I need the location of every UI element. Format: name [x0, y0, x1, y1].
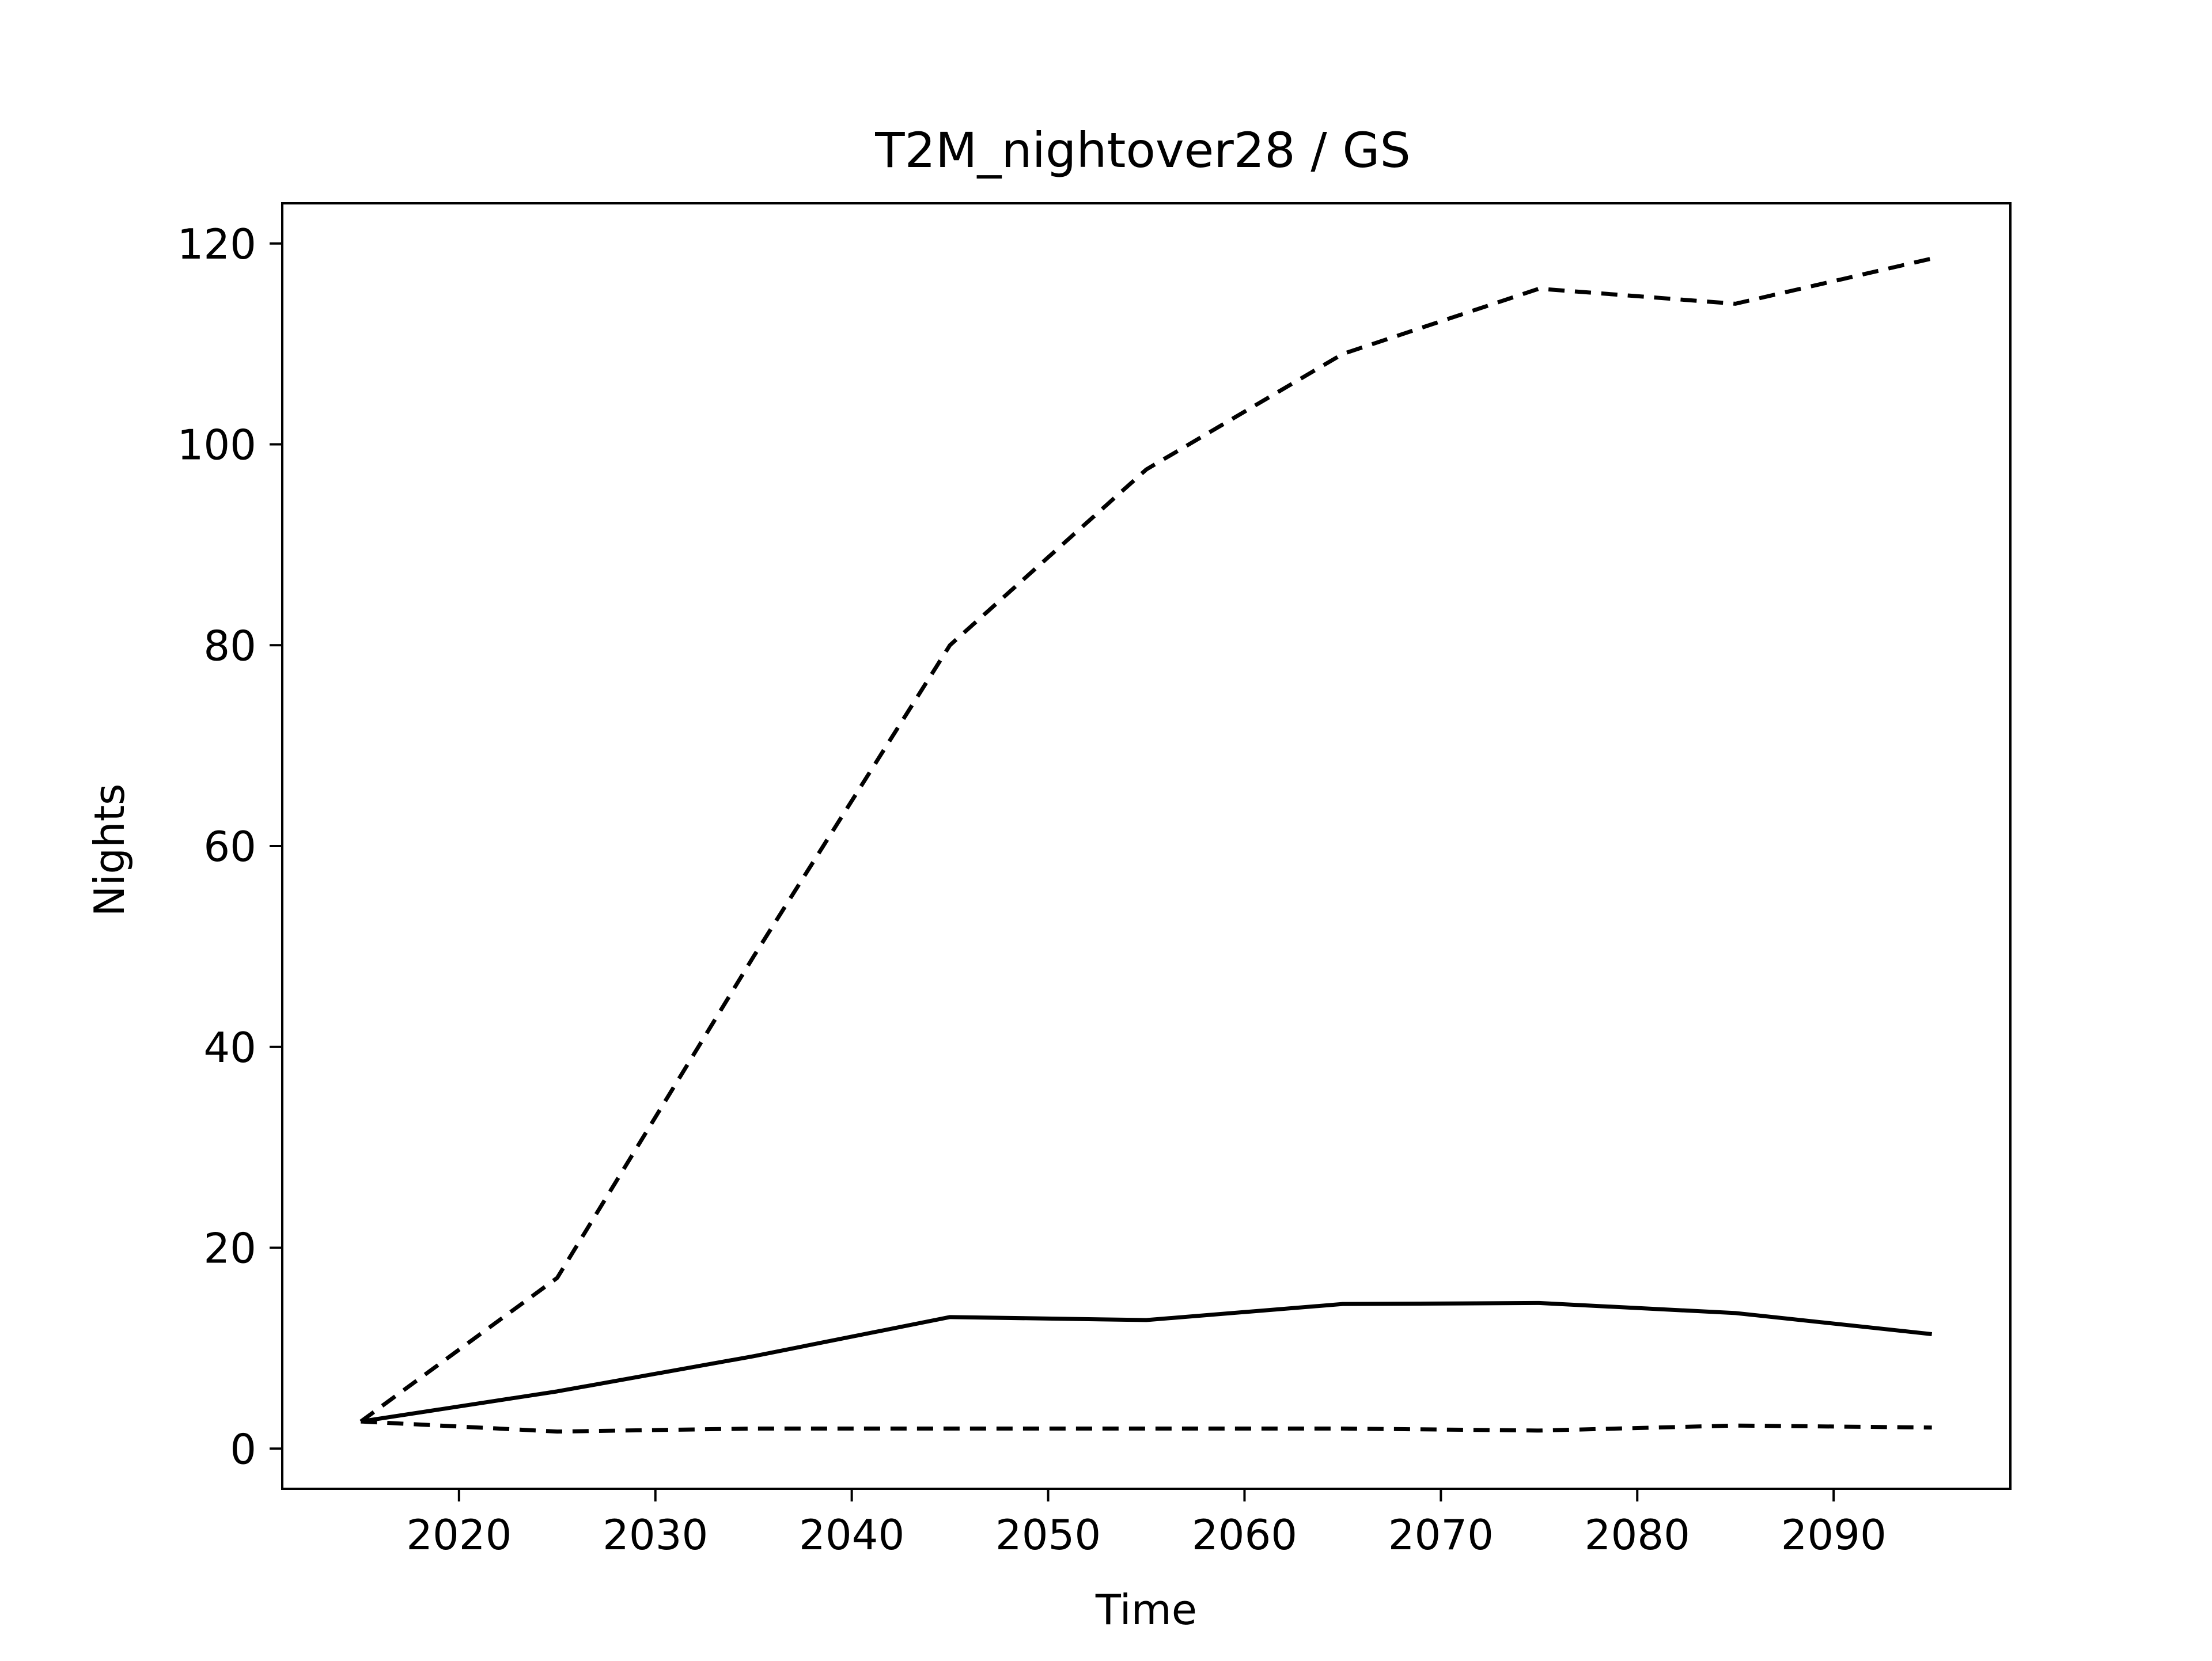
y-tick-label: 80 — [203, 621, 256, 670]
series-line-3 — [361, 1419, 1932, 1434]
x-tick-label: 2040 — [799, 1511, 904, 1559]
x-axis-label: Time — [1095, 1586, 1197, 1634]
series-line-2 — [360, 1300, 1933, 1424]
y-tick-label: 100 — [177, 421, 256, 469]
x-tick-label: 2090 — [1781, 1511, 1887, 1559]
y-tick-label: 60 — [203, 822, 256, 871]
y-tick-label: 120 — [177, 220, 256, 268]
y-tick-label: 40 — [203, 1023, 256, 1072]
x-tick-label: 2060 — [1192, 1511, 1297, 1559]
y-tick-label: 0 — [230, 1425, 256, 1473]
x-tick-label: 2050 — [995, 1511, 1101, 1559]
x-tick-label: 2030 — [603, 1511, 708, 1559]
y-axis-label: Nights — [85, 784, 134, 917]
series-line-1 — [359, 256, 1933, 1423]
x-tick-label: 2070 — [1388, 1511, 1494, 1559]
x-tick-label: 2080 — [1585, 1511, 1690, 1559]
chart-title: T2M_nightover28 / GS — [874, 122, 1411, 179]
y-tick-label: 20 — [203, 1224, 256, 1273]
plot-area — [359, 256, 1933, 1434]
x-axis: 2020 2030 2040 2050 2060 2070 2080 2090 — [406, 1489, 1887, 1559]
y-axis: 0 20 40 60 80 100 120 — [177, 220, 282, 1473]
x-tick-label: 2020 — [406, 1511, 512, 1559]
